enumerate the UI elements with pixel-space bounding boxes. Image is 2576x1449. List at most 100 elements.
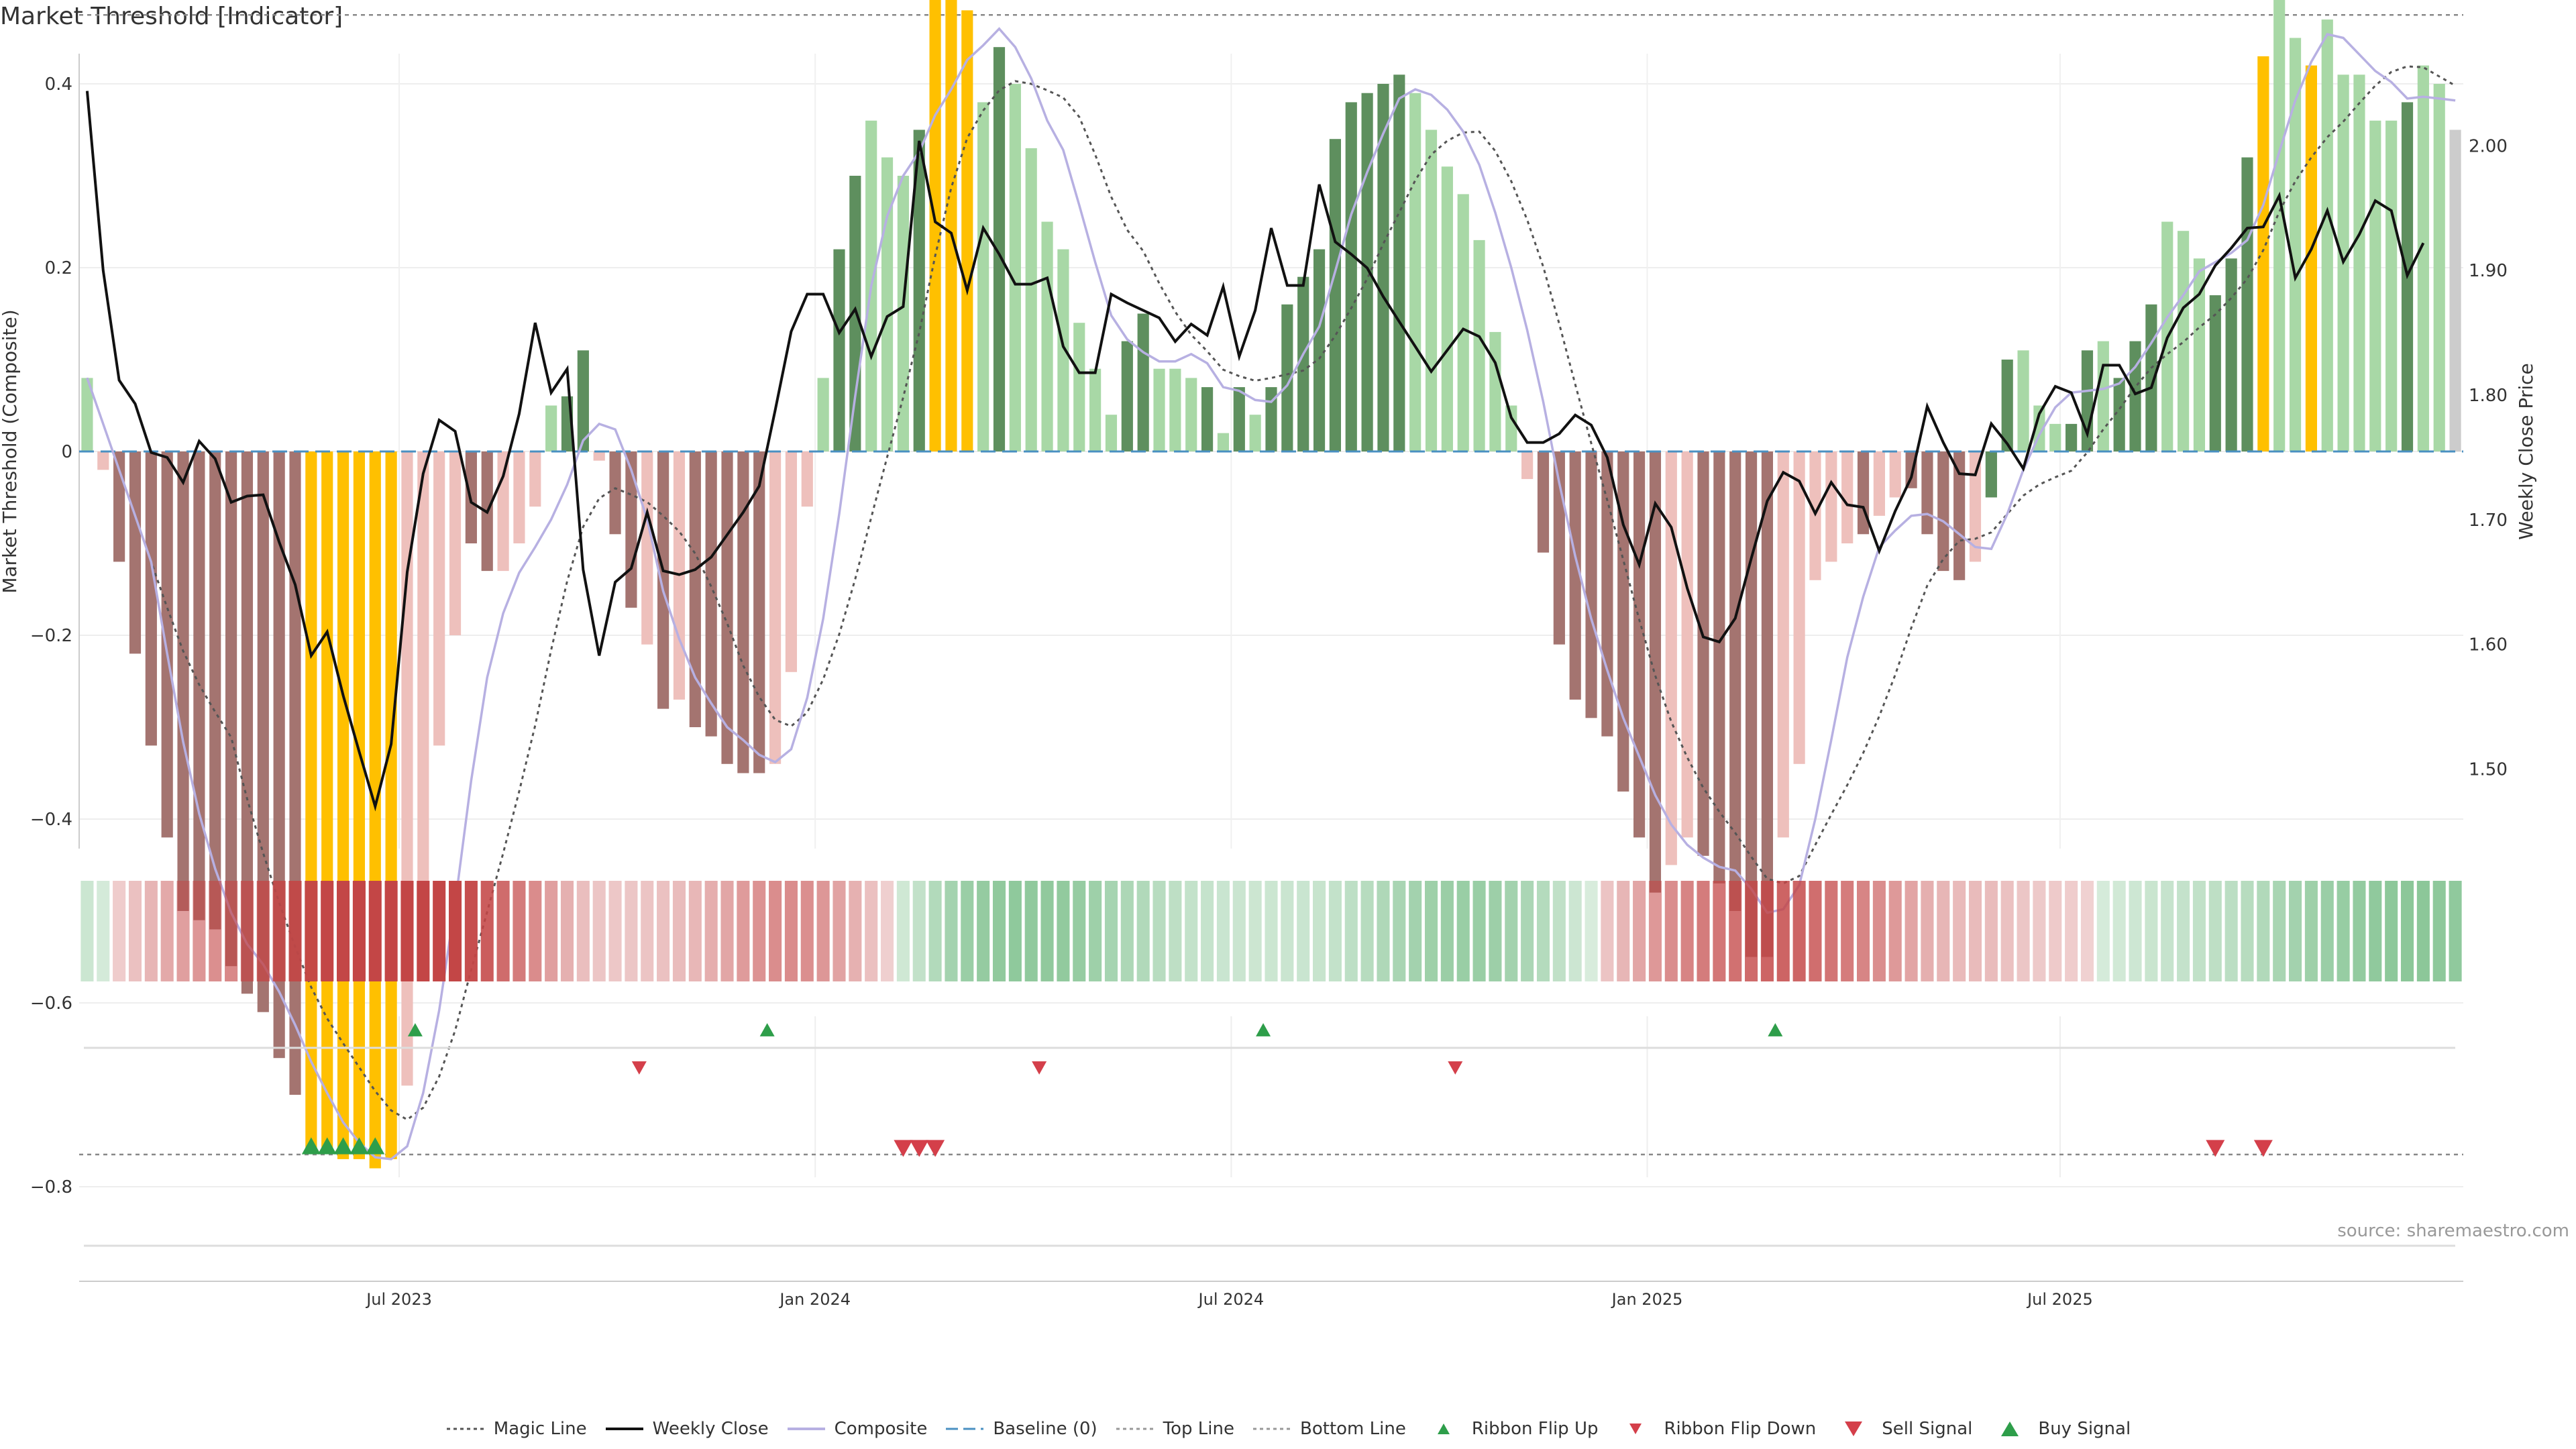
ribbon-cell [2177, 881, 2190, 981]
composite-bar [1249, 415, 1261, 451]
ribbon-cell [800, 881, 814, 981]
ribbon-cell [97, 881, 110, 981]
composite-bar [2321, 19, 2333, 452]
ribbon-cell [2416, 881, 2430, 981]
composite-bar [177, 451, 189, 911]
ribbon-cell [176, 881, 190, 981]
composite-bar [1073, 323, 1085, 451]
ribbon-cell [272, 881, 286, 981]
ribbon-cell [592, 881, 606, 981]
composite-bar [1505, 405, 1517, 451]
ribbon-cell [560, 881, 574, 981]
ribbon-cell [769, 881, 782, 981]
ribbon-cell [1776, 881, 1790, 981]
ribbon-flip-up-marker [407, 1023, 423, 1036]
ribbon-cell [1872, 881, 1886, 981]
ribbon-cell [321, 881, 334, 981]
composite-bar [2113, 378, 2125, 451]
composite-bar [2385, 120, 2398, 452]
legend-swatch-dashed [946, 1428, 984, 1430]
ribbon-cell [1169, 881, 1182, 981]
composite-bar [1889, 451, 1901, 498]
x-tick-label: Jan 2024 [778, 1290, 851, 1309]
ribbon-cell [1201, 881, 1214, 981]
ribbon-cell [1729, 881, 1742, 981]
y2-axis-title: Weekly Close Price [2515, 363, 2537, 539]
ribbon-cell [2145, 881, 2158, 981]
legend-swatch-tri-up-small [1437, 1424, 1450, 1434]
composite-bar [897, 176, 909, 451]
composite-bar [289, 451, 301, 1095]
y2-tick-label: 1.50 [2469, 759, 2508, 780]
composite-bar [1761, 451, 1774, 957]
ribbon-cell [576, 881, 590, 981]
ribbon-cell [2257, 881, 2270, 981]
ribbon-cell [2096, 881, 2110, 981]
ribbon-cell [2449, 881, 2462, 981]
ribbon-cell [1921, 881, 1934, 981]
ribbon-cell [1713, 881, 1726, 981]
composite-bar [1937, 451, 1949, 572]
composite-bar [881, 157, 894, 451]
ribbon-cell [529, 881, 542, 981]
composite-bar [1633, 451, 1646, 838]
ribbon-cell [2241, 881, 2254, 981]
legend-item: Ribbon Flip Up [1424, 1419, 1598, 1439]
composite-bar [1089, 368, 1102, 451]
composite-bar [1649, 451, 1662, 893]
ribbon-cell [1601, 881, 1614, 981]
composite-bar [1121, 341, 1133, 451]
composite-bar [321, 451, 333, 1150]
ribbon-cell [1953, 881, 1966, 981]
legend-swatch-solid [787, 1428, 825, 1430]
y-tick-label: −0.8 [30, 1177, 72, 1197]
composite-bar [1393, 74, 1405, 452]
composite-bar [2273, 0, 2286, 451]
composite-bar [2209, 295, 2221, 451]
composite-bar [2049, 423, 2061, 451]
ribbon-cell [1393, 881, 1406, 981]
composite-bar [1681, 451, 1693, 838]
ribbon-cell [849, 881, 862, 981]
legend-item: Sell Signal [1833, 1419, 1972, 1439]
ribbon-cell [1424, 881, 1438, 981]
legend-label: Bottom Line [1300, 1419, 1406, 1439]
composite-bar [1841, 451, 1854, 543]
composite-bar [2257, 56, 2269, 451]
ribbon-cell [704, 881, 718, 981]
ribbon-cell [688, 881, 702, 981]
ribbon-cell [1552, 881, 1566, 981]
sell-signal-marker [926, 1140, 945, 1157]
ribbon-cell [2080, 881, 2094, 981]
composite-bar [1521, 451, 1534, 480]
legend-item: Ribbon Flip Down [1615, 1419, 1816, 1439]
legend-item: Buy Signal [1990, 1419, 2131, 1439]
composite-bar [1697, 451, 1709, 856]
composite-bar [1585, 451, 1597, 718]
composite-bar [961, 10, 973, 451]
y-tick-label: −0.4 [30, 810, 72, 830]
composite-bar [2001, 360, 2013, 451]
ribbon-cell [1937, 881, 1950, 981]
ribbon-cell [2273, 881, 2286, 981]
ribbon-cell [1792, 881, 1806, 981]
y-tick-label: 0.4 [45, 74, 72, 95]
ribbon-cell [2112, 881, 2126, 981]
ribbon-cell [1120, 881, 1134, 981]
chart-title: Market Threshold [Indicator] [0, 3, 343, 30]
composite-bar [1441, 166, 1453, 452]
ribbon-cell [1089, 881, 1102, 981]
ribbon-cell [448, 881, 462, 981]
ribbon-cell [480, 881, 494, 981]
ribbon-cell [368, 881, 382, 981]
y-axis-title: Market Threshold (Composite) [0, 309, 21, 593]
x-tick-label: Jul 2025 [2026, 1290, 2093, 1309]
ribbon-cell [2192, 881, 2206, 981]
composite-bar [305, 451, 317, 1150]
ribbon-cell [545, 881, 558, 981]
ribbon-cell [225, 881, 238, 981]
composite-bar [1361, 93, 1373, 451]
composite-bar [2369, 120, 2381, 452]
ribbon-cell [160, 881, 174, 981]
composite-bar [2449, 129, 2461, 451]
